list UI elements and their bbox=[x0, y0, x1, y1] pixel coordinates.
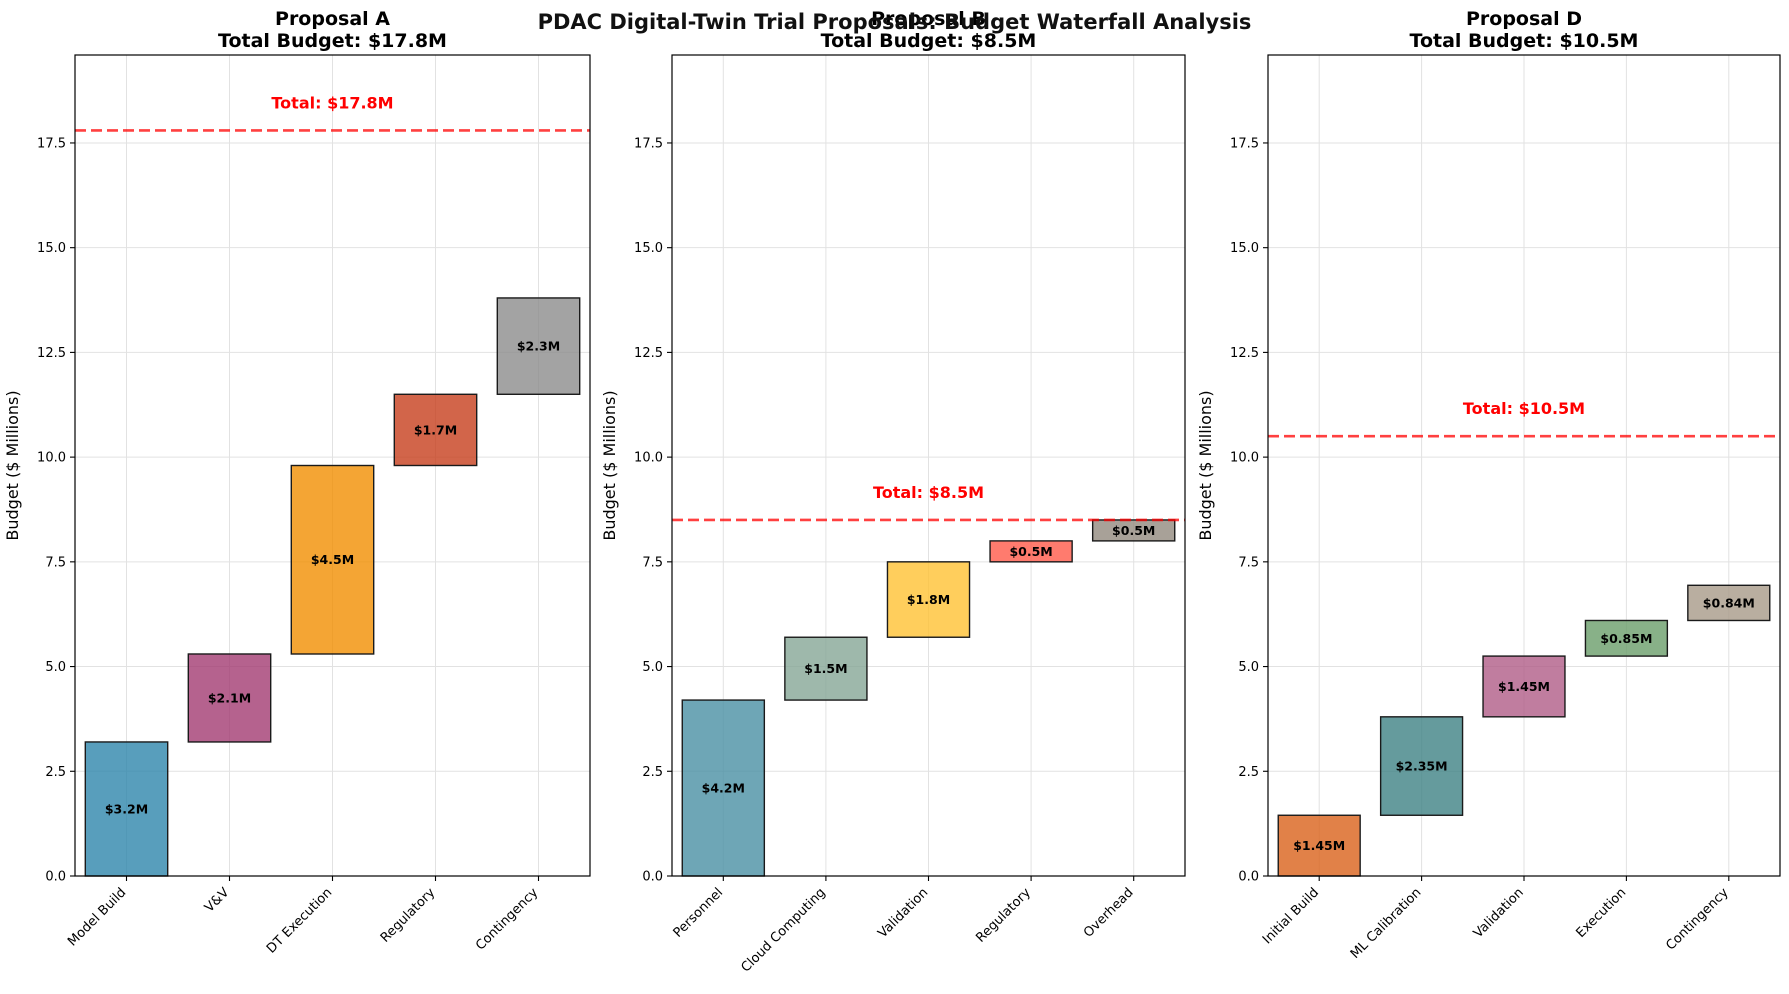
proposal-b-bar-label: $4.2M bbox=[702, 781, 745, 796]
proposal-a-ytick-label: 7.5 bbox=[45, 555, 66, 570]
proposal-a-total-label: Total: $17.8M bbox=[271, 93, 393, 112]
proposal-b-xtick-label: Regulatory bbox=[973, 885, 1034, 946]
proposal-d-subtitle: Total Budget: $10.5M bbox=[1410, 30, 1639, 52]
proposal-d-title: Proposal D bbox=[1466, 8, 1582, 30]
proposal-a-bar-label: $2.1M bbox=[208, 690, 251, 705]
proposal-d-ytick-label: 0.0 bbox=[1238, 870, 1259, 885]
proposal-a-bar bbox=[84, 741, 169, 877]
proposal-d-bar-label: $2.35M bbox=[1396, 759, 1448, 774]
proposal-a-ytick-label: 12.5 bbox=[37, 346, 66, 361]
proposal-b-ytick-label: 7.5 bbox=[642, 555, 663, 570]
proposal-a-bar bbox=[187, 653, 272, 743]
proposal-b-bar-label: $1.8M bbox=[907, 592, 950, 607]
proposal-a-ytick-label: 0.0 bbox=[45, 870, 66, 885]
proposal-a-bar-label: $3.2M bbox=[105, 801, 148, 816]
proposal-b-bar bbox=[1091, 519, 1176, 542]
proposal-d-ytick-label: 10.0 bbox=[1230, 451, 1259, 466]
proposal-d-bar bbox=[1482, 655, 1566, 718]
proposal-b-title: Proposal B bbox=[871, 8, 986, 30]
proposal-d-ytick-label: 12.5 bbox=[1230, 346, 1259, 361]
proposal-a-bar bbox=[290, 464, 375, 655]
proposal-a-xtick-label: Model Build bbox=[65, 885, 129, 949]
proposal-a-ylabel: Budget ($ Millions) bbox=[3, 390, 22, 540]
proposal-a-xtick-label: V&V bbox=[202, 885, 232, 915]
proposal-a-ytick-label: 15.0 bbox=[37, 241, 66, 256]
proposal-d-xtick-label: Execution bbox=[1574, 885, 1630, 941]
proposal-d-ytick-label: 7.5 bbox=[1238, 555, 1259, 570]
proposal-b-ytick-label: 2.5 bbox=[642, 765, 663, 780]
proposal-b-bar bbox=[784, 636, 868, 701]
proposal-d-bar bbox=[1584, 619, 1669, 657]
figure-title: PDAC Digital-Twin Trial Proposals: Budge… bbox=[537, 10, 1252, 34]
proposal-b-bar-label: $0.5M bbox=[1112, 523, 1155, 538]
proposal-d-ytick-label: 17.5 bbox=[1230, 136, 1259, 151]
proposal-b-ytick-label: 15.0 bbox=[634, 241, 663, 256]
proposal-d-xtick-label: Contingency bbox=[1663, 885, 1731, 953]
proposal-a-subtitle: Total Budget: $17.8M bbox=[218, 30, 447, 52]
proposal-d-xtick-label: Initial Build bbox=[1260, 885, 1322, 947]
proposal-b-xtick-label: Validation bbox=[875, 885, 931, 941]
proposal-b-xtick-label: Cloud Computing bbox=[738, 885, 828, 975]
proposal-a-bar-label: $2.3M bbox=[517, 339, 560, 354]
proposal-d-total-label: Total: $10.5M bbox=[1463, 399, 1585, 418]
proposal-a-bar bbox=[393, 393, 478, 467]
proposal-d-bar bbox=[1687, 584, 1771, 622]
proposal-b-ytick-label: 17.5 bbox=[634, 136, 663, 151]
proposal-b-ytick-label: 0.0 bbox=[642, 870, 663, 885]
proposal-a-panel: $3.2M $2.1M $4.5M $1.7M $2.3M Total: $17.8M 0.… bbox=[3, 8, 591, 957]
proposal-b-bar bbox=[886, 561, 971, 638]
proposal-a-xtick-label: Regulatory bbox=[378, 885, 439, 946]
proposal-b-ylabel: Budget ($ Millions) bbox=[600, 390, 619, 540]
proposal-d-ytick-label: 2.5 bbox=[1238, 765, 1259, 780]
proposal-a-ytick-label: 5.0 bbox=[45, 660, 66, 675]
proposal-b-subtitle: Total Budget: $8.5M bbox=[821, 30, 1037, 52]
proposal-d-bar-label: $0.85M bbox=[1600, 631, 1652, 646]
proposal-d-panel: $1.45M $2.35M $1.45M $0.85M $0.84M Total: $10… bbox=[1196, 8, 1781, 962]
proposal-b-total-label: Total: $8.5M bbox=[873, 483, 984, 502]
proposal-a-title: Proposal A bbox=[275, 8, 390, 30]
proposal-b-xtick-label: Overhead bbox=[1081, 885, 1137, 941]
proposal-a-bar bbox=[496, 297, 581, 395]
proposal-b-panel: $4.2M $1.5M $1.8M $0.5M $0.5M Total: $8.5M 0.0… bbox=[600, 8, 1186, 975]
proposal-b-bar bbox=[989, 540, 1073, 563]
proposal-b-ytick-label: 12.5 bbox=[634, 346, 663, 361]
proposal-d-bar-label: $0.84M bbox=[1703, 595, 1755, 610]
proposal-a-xtick-label: DT Execution bbox=[264, 885, 335, 956]
proposal-d-ytick-label: 15.0 bbox=[1230, 241, 1259, 256]
proposal-b-bar-label: $1.5M bbox=[804, 661, 847, 676]
proposal-a-ytick-label: 10.0 bbox=[37, 451, 66, 466]
proposal-b-bar-label: $0.5M bbox=[1009, 544, 1052, 559]
proposal-a-bar-label: $1.7M bbox=[414, 422, 457, 437]
proposal-d-ytick-label: 5.0 bbox=[1238, 660, 1259, 675]
proposal-d-xtick-label: ML Calibration bbox=[1348, 885, 1425, 962]
proposal-d-bar-label: $1.45M bbox=[1498, 679, 1550, 694]
proposal-d-bar-label: $1.45M bbox=[1293, 838, 1345, 853]
proposal-d-bar bbox=[1379, 716, 1464, 816]
proposal-b-ytick-label: 10.0 bbox=[634, 451, 663, 466]
proposal-b-ytick-label: 5.0 bbox=[642, 660, 663, 675]
proposal-a-ytick-label: 17.5 bbox=[37, 136, 66, 151]
proposal-d-ylabel: Budget ($ Millions) bbox=[1196, 390, 1215, 540]
proposal-a-bar-label: $4.5M bbox=[311, 552, 354, 567]
proposal-d-bar bbox=[1277, 814, 1361, 877]
proposal-a-xtick-label: Contingency bbox=[473, 885, 541, 953]
proposal-a-ytick-label: 2.5 bbox=[45, 765, 66, 780]
proposal-d-xtick-label: Validation bbox=[1471, 885, 1527, 941]
proposal-b-xtick-label: Personnel bbox=[671, 885, 727, 941]
